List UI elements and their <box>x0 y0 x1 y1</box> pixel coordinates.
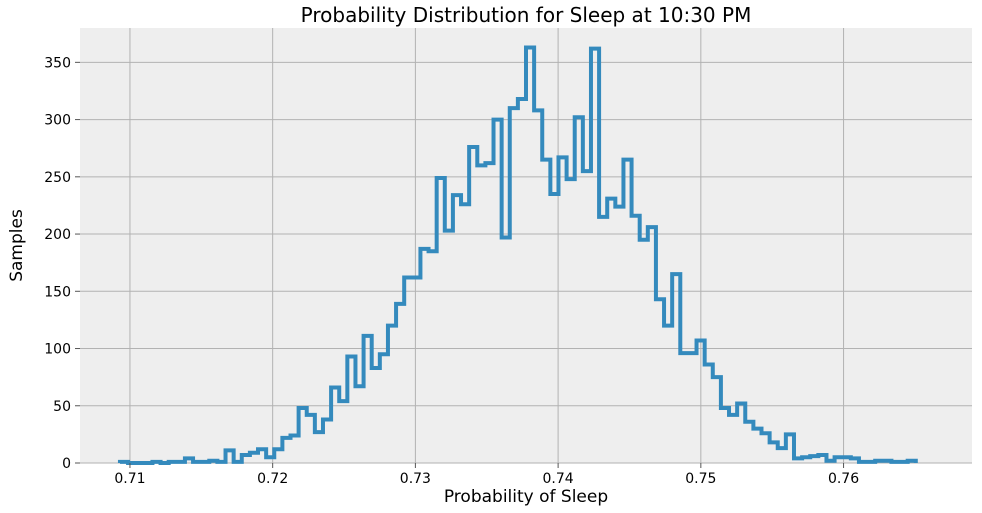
axis-ticks: 0.71 0.72 0.73 0.74 0.75 0.76 0 50 100 150 200 250 3… <box>44 55 859 487</box>
y-tick-label: 50 <box>53 399 71 415</box>
x-tick-label: 0.76 <box>828 471 859 487</box>
y-tick-label: 350 <box>44 55 71 71</box>
histogram-step-line <box>117 45 918 465</box>
x-tick-label: 0.74 <box>543 471 574 487</box>
y-tick-label: 300 <box>44 113 71 129</box>
chart-title: Probability Distribution for Sleep at 10… <box>301 3 752 27</box>
x-axis-label: Probability of Sleep <box>444 487 608 507</box>
x-tick-label: 0.71 <box>114 471 145 487</box>
y-tick-label: 250 <box>44 170 71 186</box>
x-tick-label: 0.75 <box>685 471 716 487</box>
x-tick-label: 0.73 <box>400 471 431 487</box>
x-tick-label: 0.72 <box>257 471 288 487</box>
y-axis-label: Samples <box>7 209 27 282</box>
y-tick-label: 100 <box>44 342 71 358</box>
y-tick-label: 0 <box>62 456 71 472</box>
y-tick-label: 200 <box>44 227 71 243</box>
y-tick-label: 150 <box>44 284 71 300</box>
